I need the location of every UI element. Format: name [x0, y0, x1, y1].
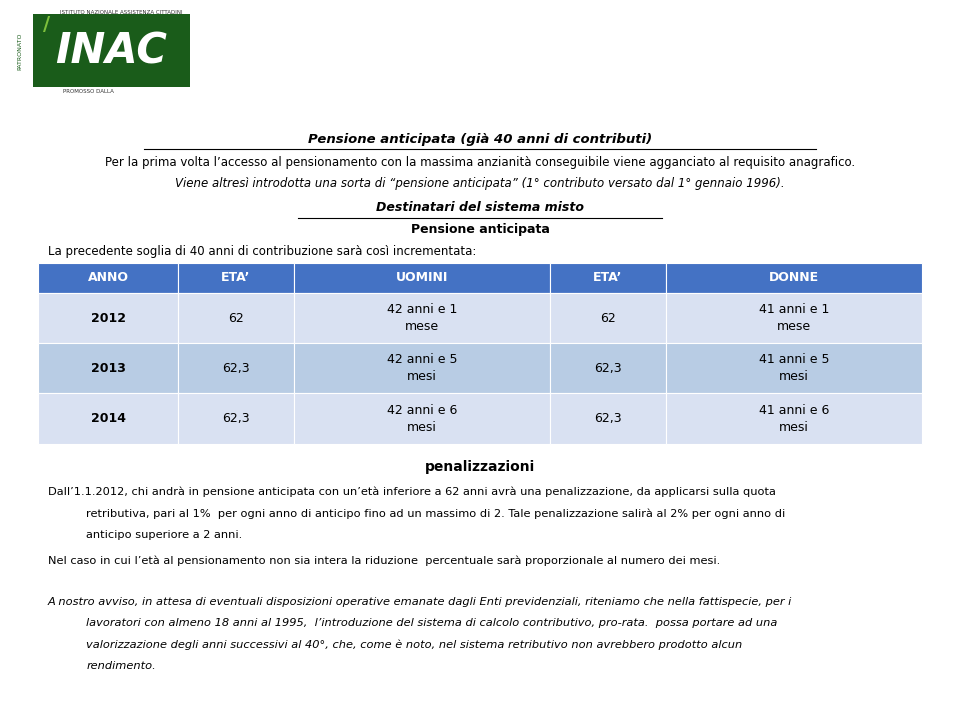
FancyBboxPatch shape: [550, 343, 666, 393]
FancyBboxPatch shape: [38, 393, 178, 444]
Text: valorizzazione degli anni successivi al 40°, che, come è noto, nel sistema retri: valorizzazione degli anni successivi al …: [86, 640, 743, 651]
Text: Per la prima volta l’accesso al pensionamento con la massima anzianità conseguib: Per la prima volta l’accesso al pensiona…: [105, 156, 855, 169]
Text: DONNE: DONNE: [769, 271, 819, 284]
FancyBboxPatch shape: [178, 263, 294, 293]
Text: Viene altresì introdotta una sorta di “pensione anticipata” (1° contributo versa: Viene altresì introdotta una sorta di “p…: [175, 177, 785, 190]
Text: ANNO: ANNO: [87, 271, 129, 284]
Text: lavoratori con almeno 18 anni al 1995,  l’introduzione del sistema di calcolo co: lavoratori con almeno 18 anni al 1995, l…: [86, 618, 778, 628]
FancyBboxPatch shape: [666, 263, 922, 293]
Text: Pensione anticipata (già 40 anni di contributi): Pensione anticipata (già 40 anni di cont…: [308, 133, 652, 146]
FancyBboxPatch shape: [550, 293, 666, 343]
Text: 41 anni e 1
mese: 41 anni e 1 mese: [758, 303, 828, 333]
FancyBboxPatch shape: [666, 393, 922, 444]
FancyBboxPatch shape: [33, 14, 190, 87]
Text: ETA’: ETA’: [593, 271, 622, 284]
Text: PROMOSSO DALLA: PROMOSSO DALLA: [63, 90, 114, 95]
FancyBboxPatch shape: [178, 293, 294, 343]
Text: 62,3: 62,3: [222, 362, 250, 375]
Text: Dall’1.1.2012, chi andrà in pensione anticipata con un’età inferiore a 62 anni a: Dall’1.1.2012, chi andrà in pensione ant…: [48, 487, 776, 498]
Text: 41 anni e 6
mesi: 41 anni e 6 mesi: [758, 404, 828, 434]
FancyBboxPatch shape: [550, 263, 666, 293]
FancyBboxPatch shape: [666, 343, 922, 393]
Text: UOMINI: UOMINI: [396, 271, 448, 284]
Text: 42 anni e 6
mesi: 42 anni e 6 mesi: [387, 404, 457, 434]
Text: Pensione anticipata: Pensione anticipata: [411, 223, 549, 236]
Text: 42 anni e 1
mese: 42 anni e 1 mese: [387, 303, 457, 333]
Text: rendimento.: rendimento.: [86, 661, 156, 671]
Text: 2014: 2014: [90, 412, 126, 425]
Text: 62,3: 62,3: [594, 412, 622, 425]
FancyBboxPatch shape: [178, 343, 294, 393]
Text: 2013: 2013: [90, 362, 126, 375]
Text: 62: 62: [228, 312, 244, 325]
FancyBboxPatch shape: [294, 343, 550, 393]
FancyBboxPatch shape: [294, 393, 550, 444]
Text: 62: 62: [600, 312, 615, 325]
FancyBboxPatch shape: [38, 343, 178, 393]
Text: penalizzazioni: penalizzazioni: [425, 460, 535, 473]
Text: /: /: [42, 15, 50, 34]
FancyBboxPatch shape: [294, 293, 550, 343]
FancyBboxPatch shape: [38, 263, 178, 293]
Text: 2012: 2012: [90, 312, 126, 325]
Text: 41 anni e 5
mesi: 41 anni e 5 mesi: [758, 353, 829, 383]
Text: A nostro avviso, in attesa di eventuali disposizioni operative emanate dagli Ent: A nostro avviso, in attesa di eventuali …: [48, 597, 792, 607]
Text: Nel caso in cui l’età al pensionamento non sia intera la riduzione  percentuale : Nel caso in cui l’età al pensionamento n…: [48, 555, 720, 566]
FancyBboxPatch shape: [294, 263, 550, 293]
Text: anticipo superiore a 2 anni.: anticipo superiore a 2 anni.: [86, 530, 243, 540]
Text: ETA’: ETA’: [221, 271, 251, 284]
FancyBboxPatch shape: [666, 293, 922, 343]
Text: La precedente soglia di 40 anni di contribuzione sarà così incrementata:: La precedente soglia di 40 anni di contr…: [48, 245, 476, 258]
Text: 42 anni e 5
mesi: 42 anni e 5 mesi: [387, 353, 457, 383]
Text: 62,3: 62,3: [594, 362, 622, 375]
Text: ISTITUTO NAZIONALE ASSISTENZA CITTADINI: ISTITUTO NAZIONALE ASSISTENZA CITTADINI: [60, 10, 182, 15]
Text: Destinatari del sistema misto: Destinatari del sistema misto: [376, 201, 584, 214]
Text: PATRONATO: PATRONATO: [17, 32, 23, 70]
Text: retributiva, pari al 1%  per ogni anno di anticipo fino ad un massimo di 2. Tale: retributiva, pari al 1% per ogni anno di…: [86, 508, 785, 519]
Text: INAC: INAC: [56, 31, 167, 73]
FancyBboxPatch shape: [178, 393, 294, 444]
FancyBboxPatch shape: [38, 293, 178, 343]
FancyBboxPatch shape: [550, 393, 666, 444]
Text: 62,3: 62,3: [222, 412, 250, 425]
